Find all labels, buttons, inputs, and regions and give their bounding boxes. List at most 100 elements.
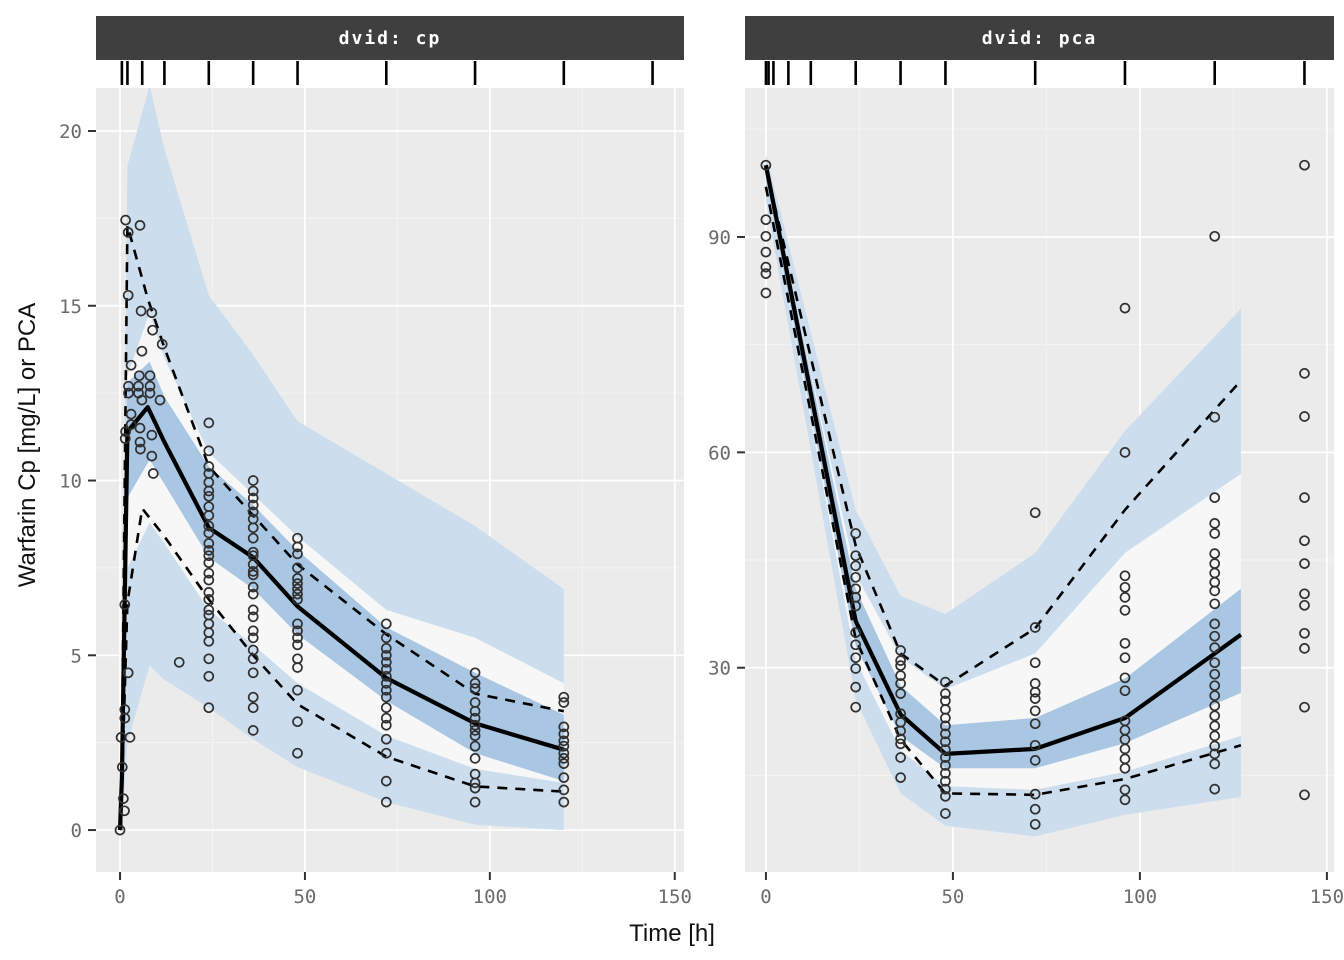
data-point xyxy=(850,652,862,664)
data-point xyxy=(558,784,570,796)
data-point xyxy=(469,796,481,808)
data-point xyxy=(247,691,259,703)
data-point xyxy=(469,740,481,752)
facet-strip-pca-label: dvid: pca xyxy=(981,27,1098,49)
data-point xyxy=(120,426,131,437)
data-point xyxy=(895,772,906,783)
data-point xyxy=(940,720,951,732)
data-point xyxy=(1209,783,1221,795)
data-point xyxy=(1119,652,1131,664)
data-point xyxy=(940,712,951,724)
data-point xyxy=(135,305,147,317)
data-point xyxy=(558,740,570,752)
data-point xyxy=(123,387,134,399)
data-point xyxy=(940,783,951,795)
y-axis-tick-label: 0 xyxy=(71,820,82,842)
data-point xyxy=(146,307,158,319)
data-point xyxy=(203,702,215,714)
data-point xyxy=(144,380,156,392)
data-point xyxy=(1119,302,1131,314)
data-point xyxy=(760,159,772,171)
data-point xyxy=(850,528,862,539)
data-point xyxy=(1209,630,1221,642)
data-point xyxy=(247,569,259,581)
data-point xyxy=(940,736,951,748)
x-axis-tick-label: 100 xyxy=(473,886,507,908)
x-axis-tick-label: 50 xyxy=(293,886,316,908)
data-point xyxy=(850,571,862,583)
data-point xyxy=(1209,548,1221,559)
y-axis-tick-label: 5 xyxy=(71,645,82,667)
ribbon-median-ci xyxy=(765,161,1241,769)
data-point xyxy=(558,735,570,747)
data-point xyxy=(147,468,159,479)
data-point xyxy=(1299,643,1310,654)
data-point xyxy=(146,450,158,462)
data-point xyxy=(173,656,185,668)
data-point xyxy=(203,490,215,502)
data-point xyxy=(760,246,772,258)
data-point xyxy=(760,214,772,226)
data-point xyxy=(380,656,392,668)
data-point xyxy=(1029,686,1041,698)
data-point xyxy=(940,728,951,740)
data-point xyxy=(247,588,259,600)
data-point xyxy=(203,538,215,549)
data-point xyxy=(247,725,259,736)
data-point xyxy=(136,345,148,357)
data-point xyxy=(116,761,128,773)
data-point xyxy=(247,625,259,637)
data-point xyxy=(1119,592,1131,603)
data-point xyxy=(292,684,303,696)
data-point xyxy=(203,557,215,569)
data-point xyxy=(1119,794,1131,806)
data-point xyxy=(247,532,259,544)
data-point xyxy=(895,670,906,681)
observed-p95-line xyxy=(764,168,1242,688)
data-point xyxy=(1029,739,1041,751)
data-point xyxy=(895,688,906,699)
data-point xyxy=(1209,710,1221,722)
data-point xyxy=(1299,535,1310,547)
data-point xyxy=(1119,570,1131,582)
data-point xyxy=(940,790,951,802)
data-point xyxy=(1029,718,1041,730)
data-point xyxy=(292,747,303,759)
data-point xyxy=(203,485,215,497)
data-point xyxy=(125,359,137,371)
data-point xyxy=(119,712,131,724)
data-point xyxy=(203,604,215,616)
data-point xyxy=(850,627,862,638)
data-point xyxy=(1029,657,1041,669)
data-point xyxy=(247,485,259,497)
y-axis-title-text: Warfarin Cp [mg/L] or PCA xyxy=(14,302,41,588)
data-point xyxy=(144,387,156,399)
data-point xyxy=(1119,604,1131,616)
data-point xyxy=(1209,492,1221,503)
data-point xyxy=(1119,637,1131,649)
data-point xyxy=(1029,693,1041,704)
data-point xyxy=(469,712,481,724)
data-point xyxy=(203,574,215,586)
data-point xyxy=(558,691,570,703)
data-point xyxy=(1209,748,1221,760)
data-point xyxy=(1299,599,1310,611)
data-point xyxy=(1209,598,1221,610)
data-point xyxy=(1299,701,1310,713)
data-point xyxy=(850,600,862,612)
data-point xyxy=(203,594,215,605)
data-point xyxy=(940,760,951,771)
data-point xyxy=(380,702,392,714)
data-point xyxy=(380,719,392,731)
data-point xyxy=(1299,558,1310,569)
data-point xyxy=(247,499,259,511)
data-point xyxy=(125,419,137,430)
data-point xyxy=(895,660,906,671)
data-point xyxy=(469,719,481,731)
data-point xyxy=(120,214,131,226)
data-point xyxy=(895,645,906,656)
data-point xyxy=(469,725,481,736)
data-point xyxy=(118,793,129,804)
data-point xyxy=(247,546,259,558)
data-point xyxy=(292,578,303,589)
